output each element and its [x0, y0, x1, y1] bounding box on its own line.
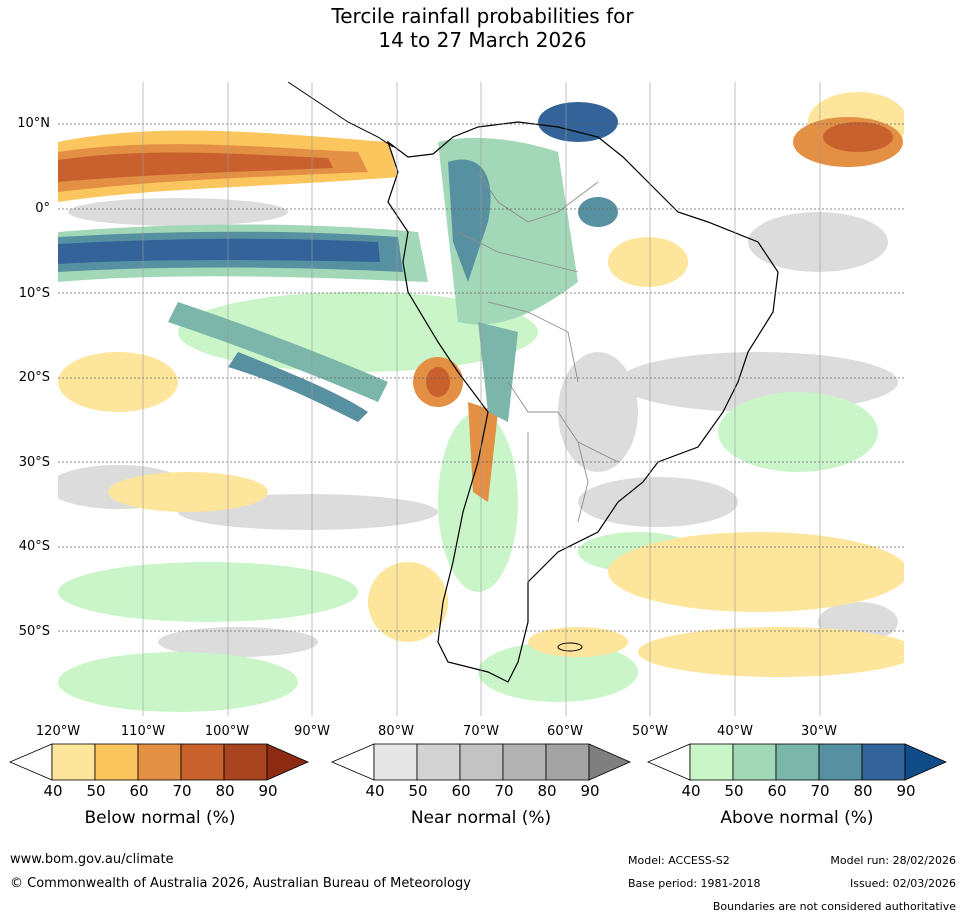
- lon-label-100w: 100°W: [204, 724, 250, 739]
- lon-label-120w: 120°W: [35, 724, 81, 739]
- rainfall-map: [58, 82, 904, 716]
- meridians: [142, 82, 821, 716]
- lon-label-40w: 40°W: [717, 724, 753, 739]
- cbar-near-arrow-right: [588, 743, 631, 781]
- cbar-below-swatch-4: [180, 743, 225, 781]
- cbar-below-arrow-right: [266, 743, 309, 781]
- lon-label-30w: 30°W: [801, 724, 837, 739]
- lon-label-80w: 80°W: [378, 724, 414, 739]
- cbar-below-label: Below normal (%): [84, 808, 236, 828]
- cbar-tick: 90: [896, 782, 916, 800]
- footer-issued: Issued: 02/03/2026: [849, 877, 956, 890]
- title-line-2: 14 to 27 March 2026: [378, 28, 587, 52]
- lat-label-50s: 50°S: [18, 624, 50, 639]
- lon-label-110w: 110°W: [120, 724, 166, 739]
- lon-label-60w: 60°W: [547, 724, 583, 739]
- footer-model-run: Model run: 28/02/2026: [830, 854, 956, 867]
- cbar-above-arrow-right: [904, 743, 947, 781]
- lat-label-10s: 10°S: [18, 286, 50, 301]
- map-title: Tercile rainfall probabilities for 14 to…: [0, 4, 965, 52]
- cbar-tick: 50: [86, 782, 106, 800]
- cbar-below-swatch-2: [94, 743, 139, 781]
- cbar-near-swatch-5: [545, 743, 590, 781]
- cbar-near-swatch-1: [373, 743, 418, 781]
- cbar-tick: 50: [408, 782, 428, 800]
- cbar-above-label: Above normal (%): [720, 808, 874, 828]
- lon-label-50w: 50°W: [632, 724, 668, 739]
- cbar-tick: 80: [215, 782, 235, 800]
- graticule: [58, 123, 904, 632]
- cbar-tick: 90: [580, 782, 600, 800]
- cbar-near-swatch-2: [416, 743, 461, 781]
- south-america-coastline: [386, 121, 779, 683]
- footer-copyright: © Commonwealth of Australia 2026, Austra…: [10, 876, 471, 891]
- cbar-above-swatch-4: [818, 743, 863, 781]
- cbar-near-arrow-left: [330, 743, 375, 781]
- cbar-near-swatch-3: [459, 743, 504, 781]
- cbar-below-swatch-5: [223, 743, 268, 781]
- colorbar-above-normal: [646, 743, 947, 781]
- cbar-near-swatch-4: [502, 743, 547, 781]
- cbar-above-arrow-left: [646, 743, 691, 781]
- cbar-above-swatch-2: [732, 743, 777, 781]
- cbar-tick: 60: [129, 782, 149, 800]
- cbar-tick: 40: [681, 782, 701, 800]
- lat-label-30s: 30°S: [18, 455, 50, 470]
- country-borders: [457, 171, 619, 582]
- lat-label-40s: 40°S: [18, 539, 50, 554]
- cbar-above-swatch-1: [689, 743, 734, 781]
- colorbar-near-normal: [330, 743, 631, 781]
- cbar-below-swatch-1: [51, 743, 96, 781]
- colorbar-below-normal: [8, 743, 309, 781]
- lat-label-20s: 20°S: [18, 370, 50, 385]
- falkland-islands: [557, 642, 583, 652]
- map-canvas: [58, 82, 904, 716]
- cbar-tick: 50: [724, 782, 744, 800]
- footer-url[interactable]: www.bom.gov.au/climate: [10, 852, 174, 867]
- cbar-below-swatch-3: [137, 743, 182, 781]
- below-normal-light-patches: [58, 92, 904, 677]
- footer-model: Model: ACCESS-S2: [628, 854, 730, 867]
- cbar-tick: 90: [258, 782, 278, 800]
- above-normal-light-patches: [58, 292, 878, 712]
- cbar-tick: 80: [853, 782, 873, 800]
- cbar-tick: 60: [451, 782, 471, 800]
- cbar-tick: 70: [494, 782, 514, 800]
- cbar-tick: 70: [810, 782, 830, 800]
- footer-base-period: Base period: 1981-2018: [628, 877, 761, 890]
- lat-label-10n: 10°N: [17, 116, 50, 131]
- above-normal-strong-band: [58, 102, 618, 422]
- title-line-1: Tercile rainfall probabilities for: [331, 4, 634, 28]
- cbar-tick: 40: [365, 782, 385, 800]
- cbar-above-swatch-3: [775, 743, 820, 781]
- cbar-tick: 70: [172, 782, 192, 800]
- lon-label-90w: 90°W: [294, 724, 330, 739]
- cbar-above-swatch-5: [861, 743, 906, 781]
- lon-label-70w: 70°W: [463, 724, 499, 739]
- footer-disclaimer: Boundaries are not considered authoritat…: [712, 900, 956, 913]
- cbar-below-arrow-left: [8, 743, 53, 781]
- cbar-tick: 80: [537, 782, 557, 800]
- cbar-tick: 60: [767, 782, 787, 800]
- cbar-tick: 40: [43, 782, 63, 800]
- lat-label-0: 0°: [35, 201, 50, 216]
- cbar-near-label: Near normal (%): [410, 808, 552, 828]
- central-america-coastline: [287, 82, 394, 148]
